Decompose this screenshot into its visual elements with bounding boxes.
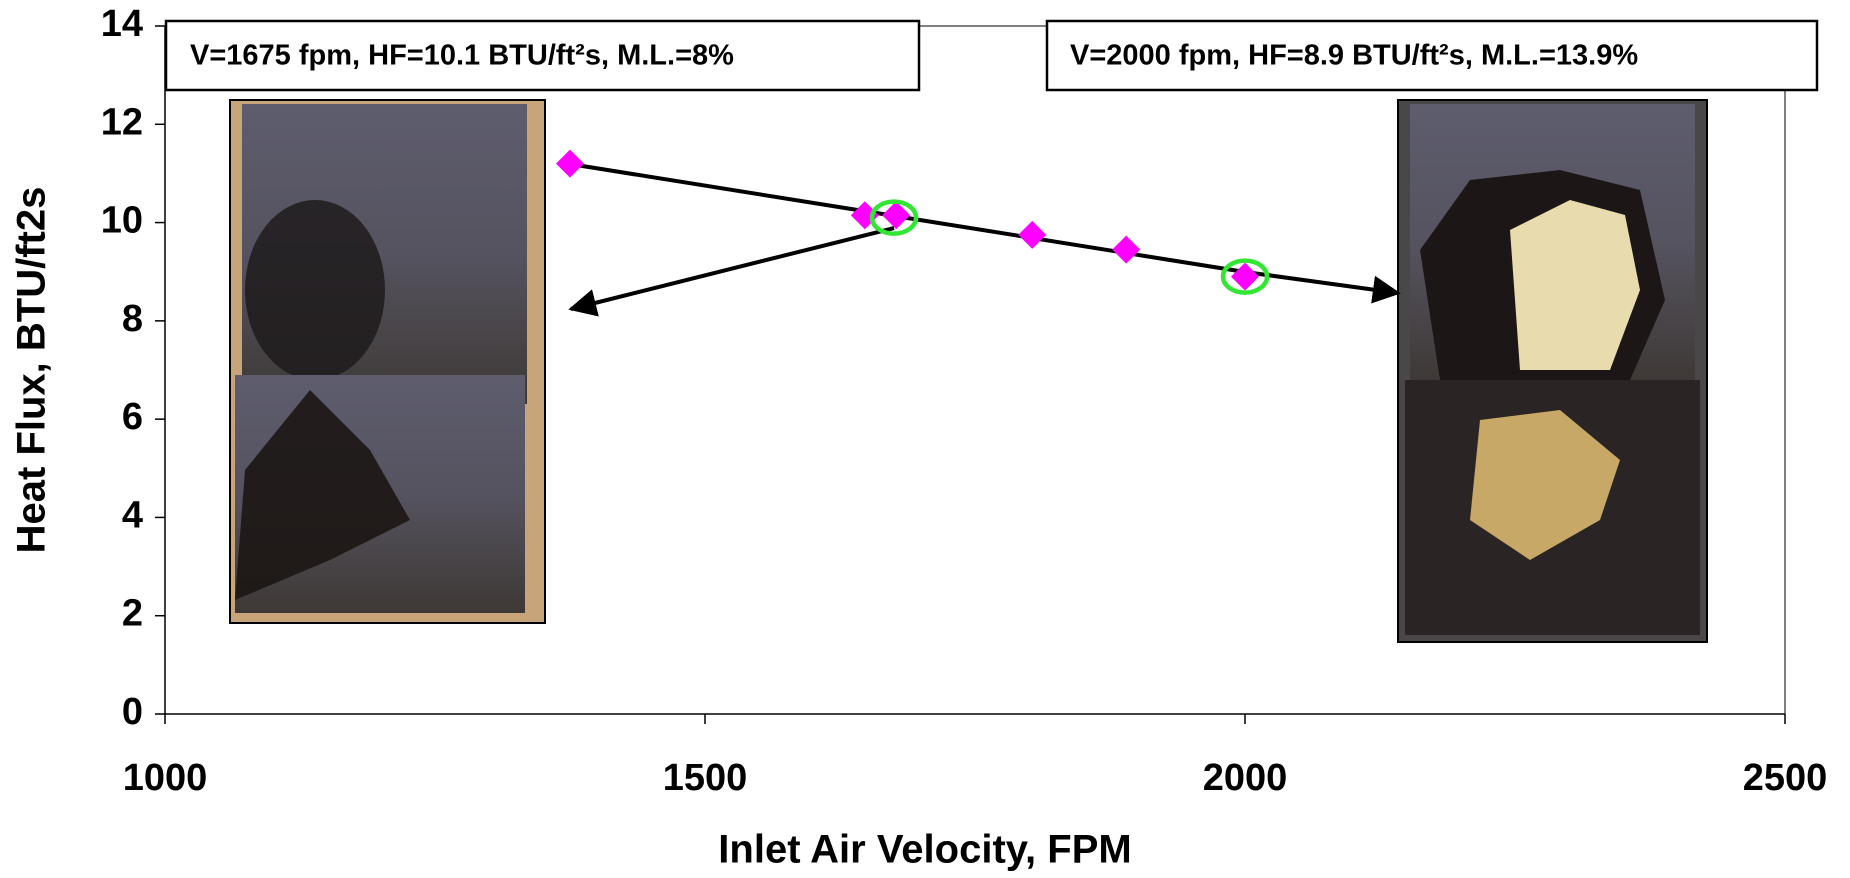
y-tick-label: 8 (122, 298, 143, 340)
point (1112, 235, 1141, 264)
y-tick-label: 6 (122, 396, 143, 438)
highlight-marker (869, 199, 919, 236)
point (556, 149, 584, 178)
point (1018, 220, 1047, 249)
x-tick-label: 2000 (1203, 757, 1288, 799)
trend-line (569, 162, 1246, 274)
annotation-box (164, 19, 921, 92)
y-tick-label: 2 (122, 593, 143, 635)
y-axis-label: Heat Flux, BTU/ft2s (10, 187, 54, 554)
arrow (568, 226, 895, 317)
y-tick-label: 10 (101, 200, 143, 242)
arrow (1244, 270, 1401, 304)
annotation: V=1675 fpm, HF=10.1 BTU/ft²s, M.L.=8% (190, 40, 734, 72)
y-tick-label: 12 (101, 101, 143, 143)
highlight-marker (1220, 258, 1270, 295)
x-tick-label: 1000 (123, 757, 208, 799)
y-tick-label: 4 (122, 494, 143, 536)
y-tick-label: 14 (101, 3, 143, 45)
annotation: V=2000 fpm, HF=8.9 BTU/ft²s, M.L.=13.9% (1070, 40, 1638, 72)
y-tick-label: 0 (122, 691, 143, 733)
annotation-box (1045, 19, 1819, 92)
point (882, 201, 911, 230)
photo-right (1397, 99, 1708, 643)
photo-left (229, 99, 546, 624)
x-tick-label: 1500 (663, 757, 748, 799)
x-tick-label: 2500 (1743, 757, 1828, 799)
x-axis-label: Inlet Air Velocity, FPM (718, 828, 1131, 872)
point (1231, 262, 1259, 291)
